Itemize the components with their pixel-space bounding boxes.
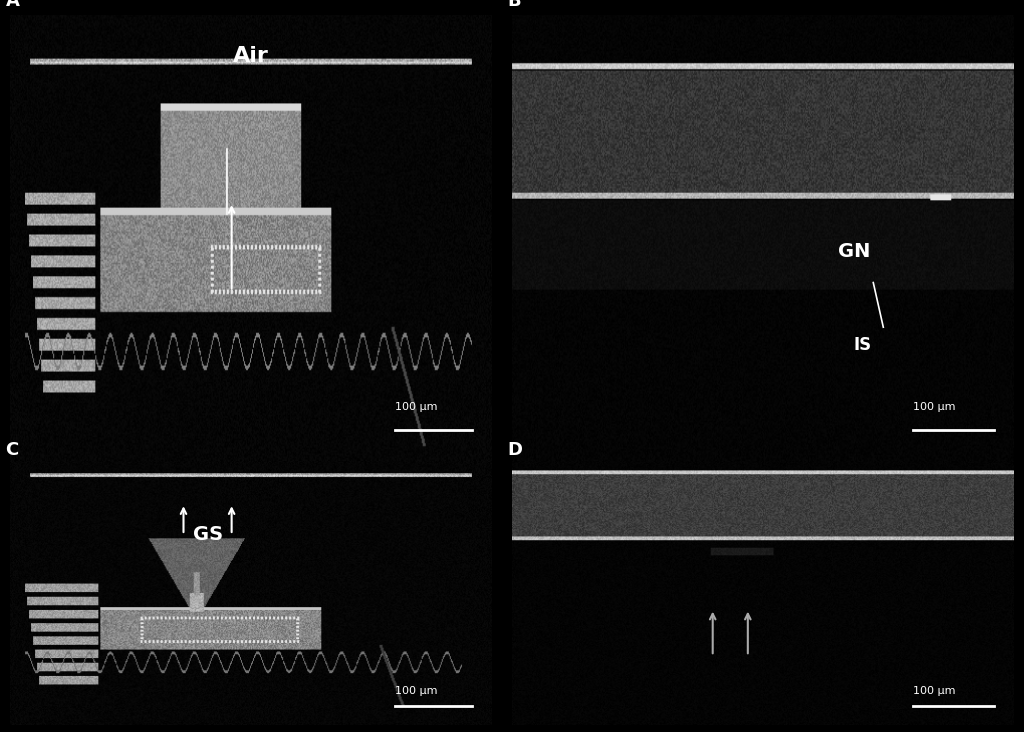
Text: IS: IS (853, 336, 871, 354)
Text: GS: GS (193, 526, 222, 545)
Text: B: B (507, 0, 520, 10)
Text: 100 μm: 100 μm (395, 402, 438, 412)
Text: C: C (5, 441, 18, 458)
Text: D: D (507, 441, 522, 458)
Text: 100 μm: 100 μm (913, 402, 956, 412)
Text: 100 μm: 100 μm (395, 686, 438, 695)
Text: A: A (5, 0, 19, 10)
Text: Air: Air (232, 46, 269, 66)
Text: 100 μm: 100 μm (913, 686, 956, 695)
Text: GN: GN (838, 242, 870, 261)
